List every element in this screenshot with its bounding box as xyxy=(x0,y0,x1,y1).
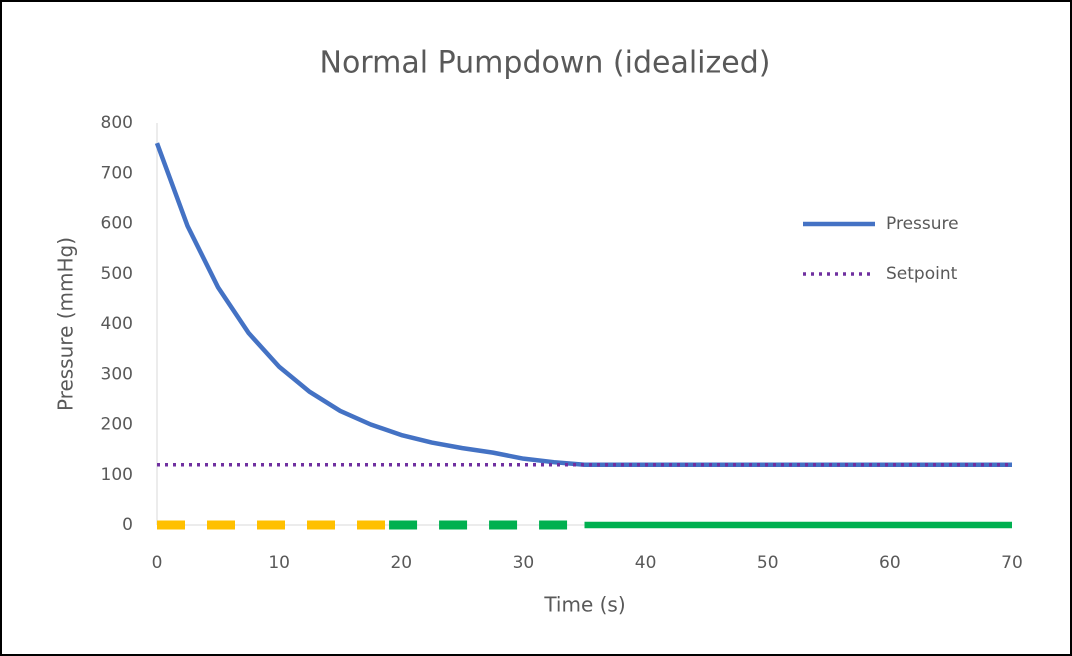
y-tick-label: 700 xyxy=(101,163,133,183)
x-tick-label: 20 xyxy=(390,553,412,573)
legend-label: Setpoint xyxy=(886,264,958,284)
x-tick-label: 10 xyxy=(268,553,290,573)
legend-label: Pressure xyxy=(886,214,959,234)
x-tick-label: 30 xyxy=(513,553,535,573)
chart-title: Normal Pumpdown (idealized) xyxy=(320,46,771,81)
x-tick-label: 0 xyxy=(152,553,163,573)
x-tick-label: 50 xyxy=(757,553,779,573)
y-tick-label: 600 xyxy=(101,214,133,234)
y-tick-label: 0 xyxy=(122,515,133,535)
y-axis-label: Pressure (mmHg) xyxy=(54,237,78,411)
y-tick-label: 500 xyxy=(101,264,133,284)
x-tick-label: 60 xyxy=(879,553,901,573)
x-tick-label: 70 xyxy=(1001,553,1023,573)
y-tick-label: 400 xyxy=(101,314,133,334)
y-tick-label: 200 xyxy=(101,415,133,435)
y-tick-label: 100 xyxy=(101,465,133,485)
x-axis-label: Time (s) xyxy=(543,593,625,617)
y-tick-label: 800 xyxy=(101,113,133,133)
x-tick-label: 40 xyxy=(635,553,657,573)
y-tick-label: 300 xyxy=(101,364,133,384)
